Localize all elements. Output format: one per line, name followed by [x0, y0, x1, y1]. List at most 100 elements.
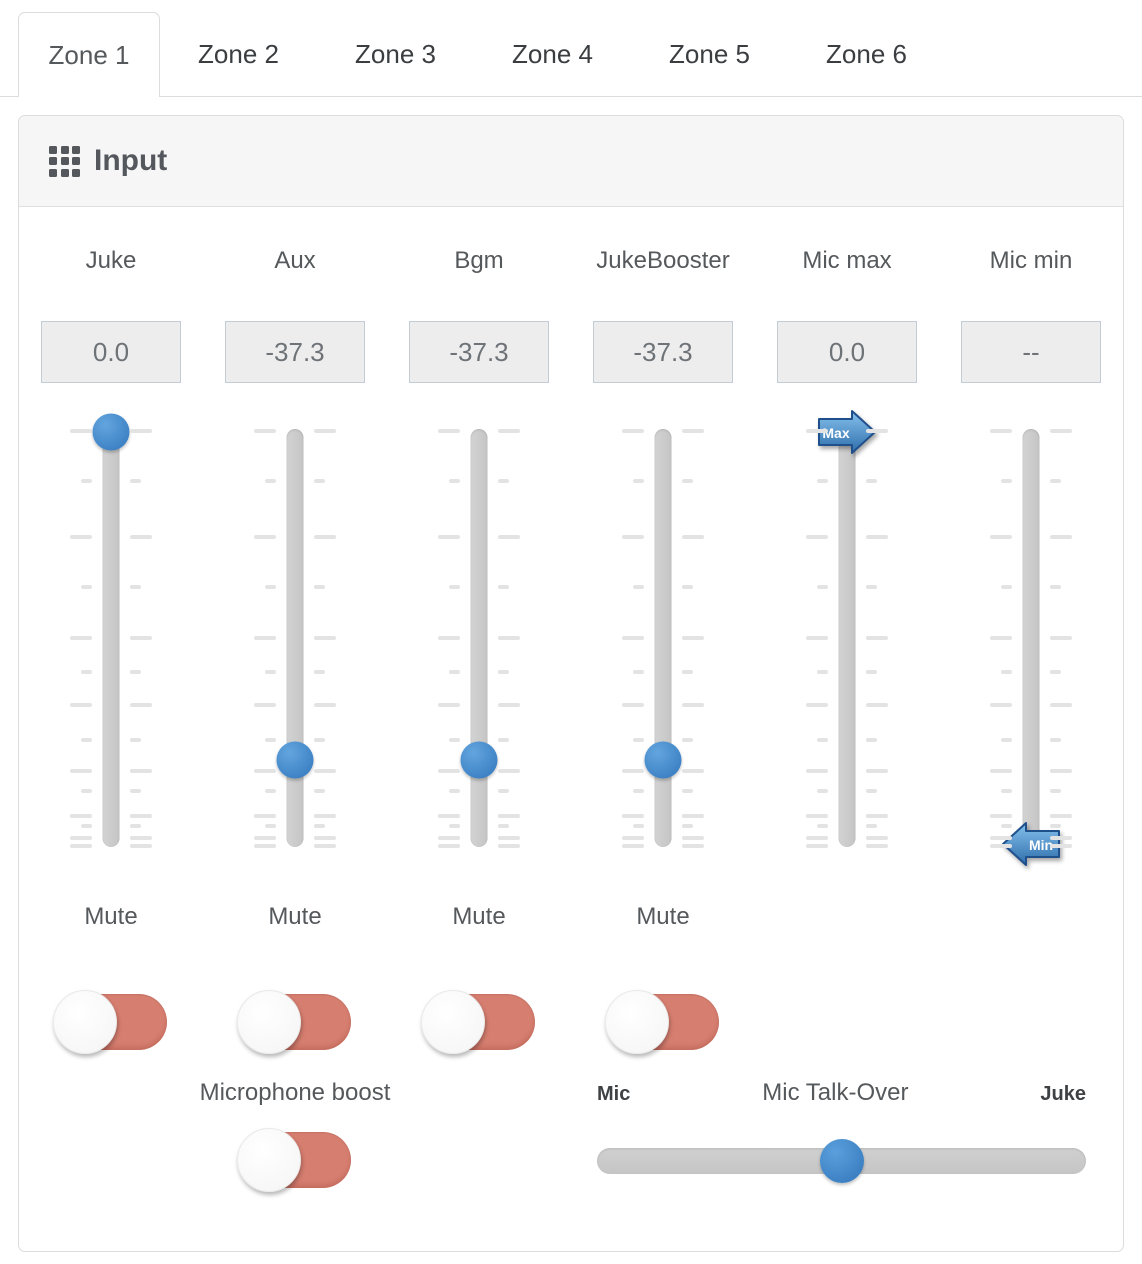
slider-tick [81, 478, 92, 483]
slider-tick [254, 534, 276, 539]
slider-tick [633, 737, 644, 742]
channel-value-display: -37.3 [409, 321, 549, 383]
slider-tick [866, 835, 888, 840]
slider-tick [682, 824, 693, 829]
tab-zone-6[interactable]: Zone 6 [826, 38, 907, 69]
slider-tick [81, 824, 92, 829]
slider-tick [314, 478, 325, 483]
slider-tick [866, 768, 888, 773]
mic-max-arrow-handle[interactable]: Max [816, 409, 878, 455]
slider-tick [130, 636, 152, 640]
slider-tick [1050, 768, 1072, 773]
slider-tick [622, 835, 644, 840]
slider-tick [314, 768, 336, 773]
channel-jukebooster: JukeBooster -37.3 Mute [571, 207, 755, 1054]
microphone-boost-toggle[interactable] [237, 1128, 351, 1192]
tab-zone-4[interactable]: Zone 4 [512, 38, 593, 69]
toggle-knob [421, 990, 485, 1054]
slider-track[interactable] [470, 429, 488, 847]
slider-tick [130, 737, 141, 742]
toggle-knob [237, 990, 301, 1054]
slider-tick [498, 835, 520, 840]
mic-min-arrow-handle[interactable]: Min [1000, 821, 1062, 867]
slider-tick [81, 585, 92, 589]
slider-tick [866, 737, 877, 742]
slider-tick [254, 428, 276, 433]
toggle-knob [53, 990, 117, 1054]
toggle-knob [605, 990, 669, 1054]
slider-tick [633, 585, 644, 589]
input-panel-header: Input [19, 116, 1123, 207]
slider-tick [866, 534, 888, 539]
slider-tick [1001, 824, 1012, 829]
mute-label: Mute [636, 903, 690, 930]
slider-tick [622, 534, 644, 539]
slider-tick [130, 788, 141, 793]
slider-tick [314, 824, 325, 829]
slider-tick [1050, 737, 1061, 742]
slider-tick [130, 844, 152, 849]
slider-tick [1001, 478, 1012, 483]
mic-talk-over-handle[interactable] [819, 1139, 864, 1183]
bgm-slider-handle[interactable] [460, 741, 498, 779]
slider-track[interactable] [654, 429, 672, 847]
bgm-mute-toggle[interactable] [421, 990, 535, 1054]
slider-tick [498, 737, 509, 742]
tab-zone-5[interactable]: Zone 5 [669, 38, 750, 69]
slider-tick [438, 636, 460, 640]
slider-track[interactable] [102, 429, 120, 847]
slider-tick [866, 428, 888, 433]
slider-tick [866, 844, 888, 849]
slider-track[interactable] [286, 429, 304, 847]
slider-tick [449, 478, 460, 483]
channel-label: Aux [274, 247, 316, 274]
svg-text:Min: Min [1029, 837, 1053, 853]
slider-tick [866, 824, 877, 829]
slider-tick [498, 428, 520, 433]
slider-tick [438, 428, 460, 433]
slider-tick [682, 768, 704, 773]
slider-tick [622, 814, 644, 819]
slider-tick [314, 702, 336, 707]
aux-mute-toggle[interactable] [237, 990, 351, 1054]
aux-slider-handle[interactable] [276, 741, 314, 779]
juke-mute-toggle[interactable] [53, 990, 167, 1054]
toggle-knob [237, 1128, 301, 1192]
slider-track[interactable] [1022, 429, 1040, 847]
slider-tick [1050, 636, 1072, 640]
slider-tick [1050, 788, 1061, 793]
channel-value-display: -- [961, 321, 1101, 383]
slider-tick [314, 814, 336, 819]
slider-tick [1050, 814, 1072, 819]
slider-tick [314, 428, 336, 433]
slider-tick [806, 844, 828, 849]
slider-tick [130, 478, 141, 483]
tab-zone-3[interactable]: Zone 3 [355, 38, 436, 69]
slider-tick [70, 702, 92, 707]
slider-tick [633, 669, 644, 674]
slider-tick [682, 636, 704, 640]
slider-tick [990, 835, 1012, 840]
juke-slider-handle[interactable] [92, 413, 130, 451]
slider-tick [314, 534, 336, 539]
slider-track[interactable] [838, 429, 856, 847]
slider-tick [130, 768, 152, 773]
slider-tick [254, 835, 276, 840]
slider-tick [866, 788, 877, 793]
slider-tick [498, 585, 509, 589]
slider-tick [682, 844, 704, 849]
slider-tick [866, 814, 888, 819]
bgm-slider [414, 428, 544, 849]
slider-tick [438, 835, 460, 840]
slider-tick [817, 824, 828, 829]
tab-zone-2[interactable]: Zone 2 [198, 38, 279, 69]
jukebooster-slider-handle[interactable] [644, 741, 682, 779]
mic-talk-over-section: Mic Mic Talk-Over Juke [571, 1079, 1123, 1188]
slider-tick [866, 585, 877, 589]
svg-text:Max: Max [822, 425, 849, 441]
channel-mic-min: Mic min -- Min . [939, 207, 1123, 1050]
jukebooster-mute-toggle[interactable] [605, 990, 719, 1054]
tab-zone-1[interactable]: Zone 1 [18, 12, 160, 97]
slider-tick [254, 814, 276, 819]
slider-tick [1001, 669, 1012, 674]
